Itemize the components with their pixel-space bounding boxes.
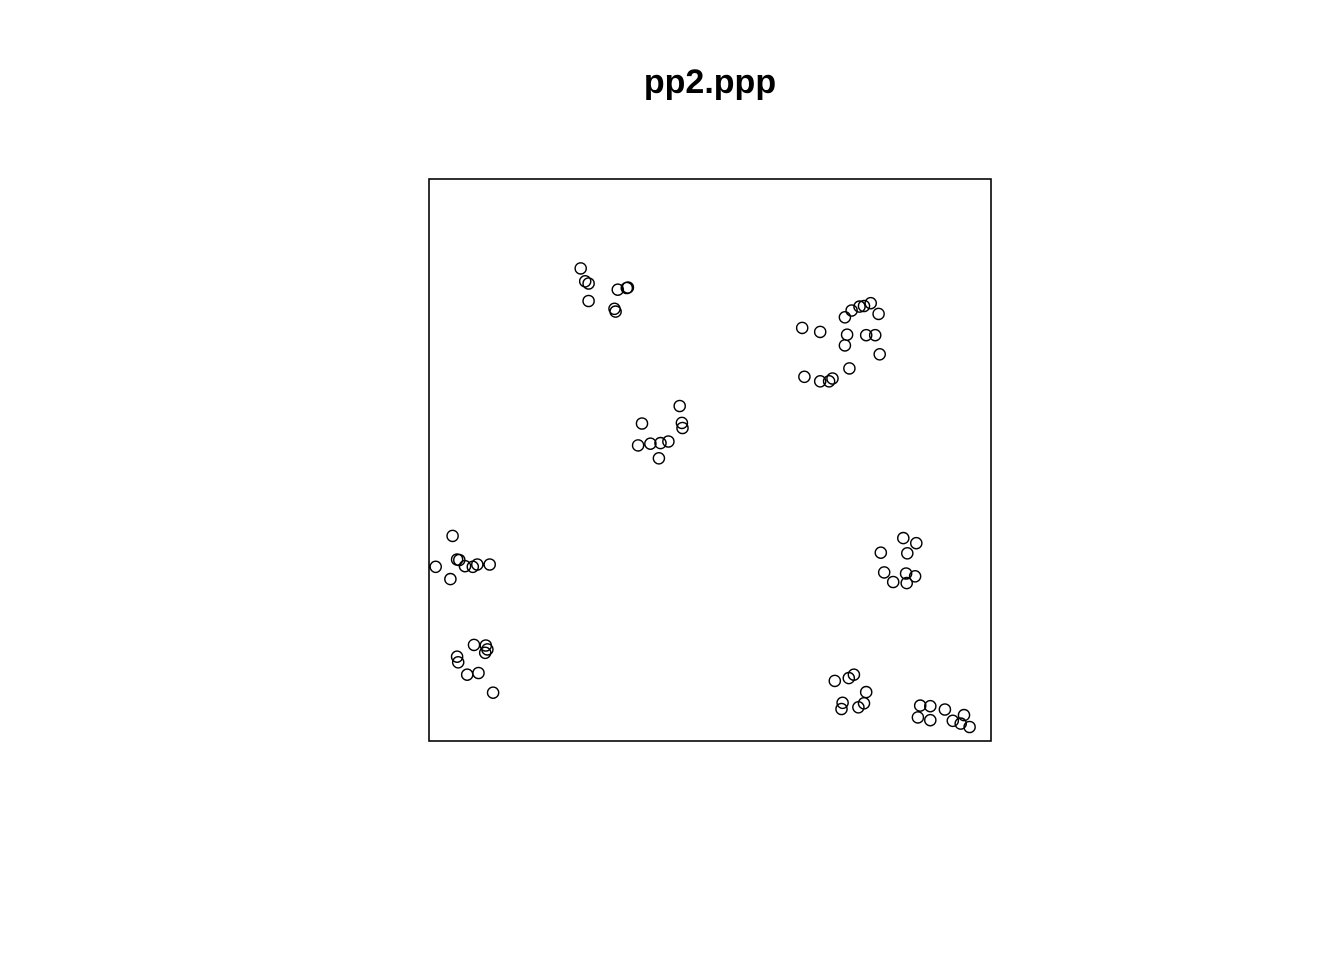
data-point <box>798 370 811 384</box>
data-point <box>838 310 852 324</box>
data-point <box>472 666 485 680</box>
data-point <box>864 296 878 310</box>
data-point <box>609 305 622 318</box>
data-point <box>574 262 588 275</box>
data-point <box>582 294 595 308</box>
data-point <box>901 547 914 560</box>
data-point <box>631 439 645 452</box>
data-point <box>621 281 635 294</box>
data-point <box>813 325 827 339</box>
data-point <box>857 299 871 313</box>
data-point <box>838 339 852 352</box>
data-point <box>877 566 891 579</box>
data-point <box>847 668 861 682</box>
data-point <box>946 714 960 728</box>
data-point <box>938 703 952 716</box>
data-point <box>652 451 666 465</box>
data-point <box>481 643 494 656</box>
data-point <box>450 650 464 664</box>
data-point <box>924 713 937 727</box>
data-point <box>868 328 882 342</box>
data-point <box>911 711 925 724</box>
data-point <box>478 646 492 660</box>
data-point <box>924 699 937 713</box>
data-point <box>835 702 848 716</box>
data-point <box>910 536 923 550</box>
data-point <box>859 685 873 699</box>
data-point <box>429 560 443 574</box>
data-point <box>900 576 914 590</box>
data-point <box>963 720 976 734</box>
data-point <box>451 656 465 669</box>
data-point <box>826 372 839 385</box>
data-point <box>644 437 657 451</box>
data-point <box>467 638 481 652</box>
data-point <box>470 558 484 571</box>
data-point <box>654 436 667 450</box>
data-point <box>676 421 689 435</box>
data-point <box>813 374 827 388</box>
data-point <box>444 572 457 586</box>
data-point <box>675 416 689 430</box>
data-point <box>853 300 866 313</box>
data-point <box>486 686 500 700</box>
data-point <box>673 399 687 413</box>
data-point <box>843 362 856 375</box>
data-point <box>886 575 900 589</box>
data-point <box>845 304 858 317</box>
data-point <box>954 717 968 730</box>
data-point <box>446 529 459 543</box>
chart-title: pp2.ppp <box>644 63 776 101</box>
data-point <box>908 570 922 583</box>
data-point <box>635 417 649 430</box>
data-point <box>582 277 595 290</box>
data-point <box>822 374 836 388</box>
data-point <box>483 558 497 571</box>
data-point <box>840 328 854 342</box>
data-point <box>913 699 927 712</box>
data-point <box>852 701 865 714</box>
data-point <box>873 347 887 361</box>
data-point <box>859 328 873 342</box>
data-point <box>957 708 971 722</box>
data-point <box>828 674 842 688</box>
observation-window <box>428 178 992 742</box>
data-point <box>874 546 888 560</box>
data-point <box>897 531 910 545</box>
points-layer <box>429 262 976 734</box>
data-point <box>460 668 474 682</box>
data-point <box>836 696 849 710</box>
data-point <box>899 567 913 580</box>
data-point <box>458 559 472 573</box>
data-point <box>872 307 885 321</box>
data-point <box>578 274 592 288</box>
data-point <box>795 321 809 335</box>
data-point <box>662 435 675 448</box>
